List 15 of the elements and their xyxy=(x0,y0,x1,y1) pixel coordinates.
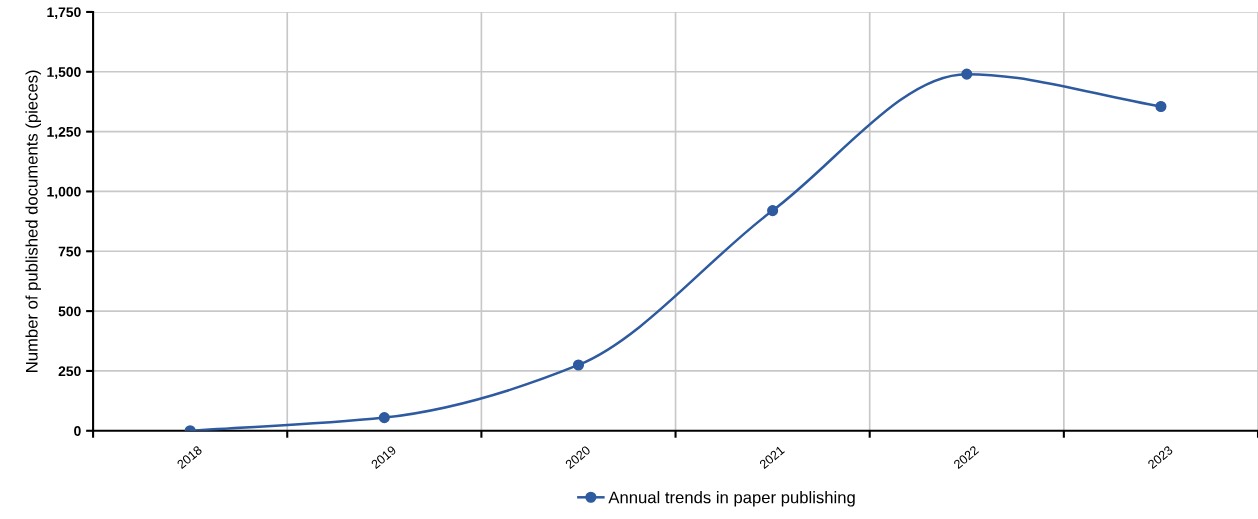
point xyxy=(961,68,973,80)
y-tick-label: 500 xyxy=(58,306,81,317)
y-axis-title: Number of published documents (pieces) xyxy=(25,70,41,372)
y-tick-label: 1,500 xyxy=(47,67,81,79)
point xyxy=(1155,100,1167,113)
legend-label: Annual trends in paper publishing xyxy=(608,491,855,507)
point xyxy=(767,205,779,217)
y-tick-label: 1,750 xyxy=(47,7,81,20)
y-tick-label: 250 xyxy=(58,366,81,377)
y-tick-label: 1,250 xyxy=(47,126,81,139)
point xyxy=(572,359,585,371)
y-tick-label: 0 xyxy=(74,426,81,436)
point xyxy=(378,412,390,424)
y-tick-label: 750 xyxy=(58,246,81,257)
y-tick-label: 1,000 xyxy=(47,186,81,199)
